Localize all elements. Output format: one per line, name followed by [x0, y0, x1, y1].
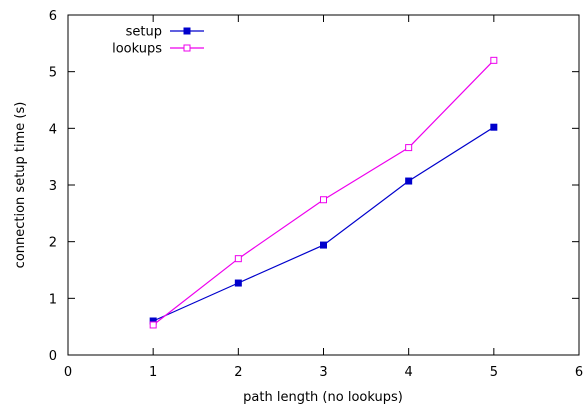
series-lookups	[149, 56, 498, 329]
x-tick-label: 2	[234, 365, 242, 380]
data-point-lookups	[149, 321, 157, 329]
y-tick-label: 3	[49, 179, 57, 194]
series-layer	[149, 56, 498, 329]
y-tick-label: 4	[49, 122, 57, 137]
x-axis-label: path length (no lookups)	[243, 390, 403, 405]
y-tick-label: 6	[49, 9, 57, 24]
data-point-setup	[234, 279, 242, 287]
legend-label-setup: setup	[126, 25, 162, 40]
x-tick-labels: 0 1 2 3 4 5 6	[64, 365, 583, 380]
x-tick-label: 0	[64, 365, 72, 380]
data-point-setup	[490, 123, 498, 131]
x-tick-label: 3	[319, 365, 327, 380]
plot-area-frame	[67, 14, 580, 356]
series-setup	[149, 123, 498, 325]
data-point-setup	[405, 177, 413, 185]
data-point-lookups	[234, 255, 242, 263]
legend-marker-lookups	[183, 44, 191, 52]
y-tick-label: 5	[49, 66, 57, 81]
data-point-lookups	[490, 56, 498, 64]
series-line-lookups	[152, 59, 495, 326]
x-tick-label: 1	[149, 365, 157, 380]
y-tick-label: 0	[49, 349, 57, 364]
y-tick-label: 1	[49, 292, 57, 307]
legend: setup lookups	[112, 25, 204, 57]
y-axis-label: connection setup time (s)	[13, 102, 28, 269]
x-tick-label: 4	[405, 365, 413, 380]
legend-label-lookups: lookups	[112, 42, 162, 57]
x-tick-label: 5	[490, 365, 498, 380]
series-line-setup	[152, 126, 495, 322]
axis-ticks	[67, 14, 580, 356]
data-point-lookups	[405, 144, 413, 152]
legend-marker-setup	[183, 27, 191, 35]
data-point-setup	[320, 241, 327, 249]
y-tick-labels: 0 1 2 3 4 5 6	[49, 9, 57, 364]
data-point-lookups	[320, 196, 327, 204]
x-tick-label: 6	[575, 365, 583, 380]
y-tick-label: 2	[49, 236, 57, 251]
